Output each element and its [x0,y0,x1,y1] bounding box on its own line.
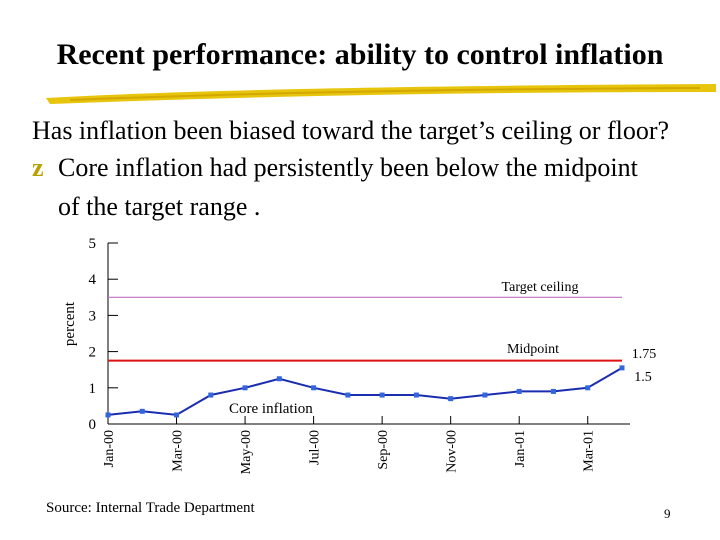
x-tick-label: Sep-00 [376,430,391,470]
data-point [276,376,282,382]
data-point [345,392,351,398]
series-label-bg [224,398,336,416]
annotation-latest-value: 1.5 [634,370,652,385]
core-inflation-line [107,367,623,416]
annotation-midpoint-value: 1.75 [632,347,657,362]
data-point [208,392,214,398]
data-point [242,385,248,391]
data-point [516,388,522,394]
series-label: Core inflation [229,401,313,417]
question-text: Has inflation been biased toward the tar… [32,116,670,145]
data-point [585,385,591,391]
data-point [311,385,317,391]
y-axis-title: percent [62,301,78,346]
bullet-icon: z [32,153,44,182]
source-note: Source: Internal Trade Department [46,500,255,516]
y-tick-label: 3 [89,308,97,324]
data-point [482,392,488,398]
title-underline-brush [46,84,716,104]
x-tick-label: Jan-01 [513,430,528,467]
x-tick-label: Jan-00 [102,430,117,467]
data-point [619,365,625,371]
x-tick-label: Mar-00 [170,430,185,472]
data-point [174,412,180,418]
y-tick-label: 2 [89,345,97,361]
y-tick-label: 5 [89,236,97,252]
midpoint-label: Midpoint [507,342,559,357]
bullet-text-continued: of the target range . [58,192,261,221]
y-tick-label: 4 [89,272,97,288]
y-tick-label: 0 [89,417,97,433]
x-tick-label: Jul-00 [308,430,323,465]
data-point [379,392,385,398]
midpoint-label-bg [496,339,572,357]
page-number: 9 [664,506,671,521]
target-ceiling-label: Target ceiling [502,280,579,295]
bullet-item: z Core inflation had persistently been be… [32,153,638,183]
data-point [105,412,111,418]
bullet-text: Core inflation had persistently been bel… [58,153,638,182]
slide-title: Recent performance: ability to control i… [56,38,664,71]
data-point [139,408,145,414]
x-tick-label: May-00 [239,430,254,474]
data-point [448,396,454,402]
x-tick-label: Nov-00 [445,430,460,473]
data-point [550,388,556,394]
y-tick-label: 1 [89,381,97,397]
x-tick-label: Mar-01 [582,430,597,472]
target-ceiling-label-bg [476,277,624,295]
data-point [413,392,419,398]
